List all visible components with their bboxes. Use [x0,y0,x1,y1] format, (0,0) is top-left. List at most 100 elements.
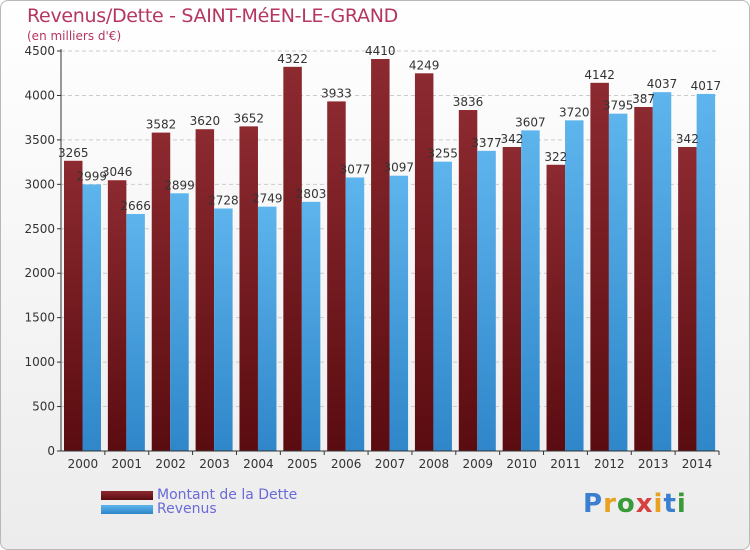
x-tick-label: 2013 [638,457,669,471]
bar-revenus [170,193,189,452]
bar-revenus [257,206,277,451]
bar-revenus [82,184,101,451]
y-tick-label: 2500 [24,222,55,236]
x-tick-label: 2012 [594,457,625,471]
x-tick-label: 2003 [199,457,230,471]
data-label-dette: 4142 [584,68,615,82]
bar-revenus [126,214,145,451]
data-label-dette: 3620 [190,114,221,128]
bar-dette [327,101,346,452]
bar-dette [371,59,390,451]
data-label-dette: 3265 [58,146,89,160]
logo-letter: i [653,489,664,519]
x-tick-label: 2005 [287,457,318,471]
data-label-revenus: 3607 [515,115,546,129]
data-label-revenus: 3255 [427,147,458,161]
legend-swatch-revenus [101,504,153,514]
x-tick-label: 2002 [155,457,186,471]
x-tick-label: 2010 [506,457,537,471]
data-label-dette: 3582 [146,118,177,132]
data-label-dette: 387 [632,92,655,106]
data-label-revenus: 2999 [76,169,107,183]
bar-revenus [214,208,233,451]
data-label-revenus: 3097 [384,161,415,175]
x-tick-label: 2004 [243,457,274,471]
legend-item-dette: Montant de la Dette [101,487,297,503]
data-label-revenus: 2749 [252,192,283,206]
bar-dette [107,180,127,451]
data-label-dette: 4249 [409,58,440,72]
bar-revenus [696,93,716,451]
legend-swatch-dette [101,490,153,500]
bar-dette [151,132,171,451]
y-tick-label: 3500 [24,133,55,147]
data-label-revenus: 3795 [603,99,634,113]
bar-dette [678,147,697,451]
y-tick-label: 2000 [24,266,55,280]
bar-revenus [345,177,365,451]
bar-revenus [477,150,496,452]
proxiti-logo: Proxiti [583,489,687,519]
bar-dette [283,66,302,452]
x-tick-label: 2009 [462,457,493,471]
data-label-dette: 322 [544,150,567,164]
data-label-dette: 4322 [277,52,308,66]
bar-dette [414,73,434,452]
bar-revenus [433,161,452,451]
y-tick-label: 1000 [24,355,55,369]
data-label-revenus: 2666 [120,199,151,213]
legend-item-revenus: Revenus [101,501,217,517]
data-label-revenus: 3720 [559,105,590,119]
x-tick-label: 2008 [419,457,450,471]
bar-dette [458,110,478,452]
bar-revenus [565,120,584,451]
y-tick-label: 1500 [24,311,55,325]
x-tick-label: 2006 [331,457,362,471]
data-label-revenus: 2899 [164,178,195,192]
x-tick-label: 2007 [375,457,406,471]
y-tick-label: 4500 [24,44,55,58]
bar-revenus [608,113,628,452]
bar-dette [546,164,566,451]
legend-label-revenus: Revenus [157,501,217,517]
data-label-revenus: 4017 [691,79,722,93]
y-tick-label: 0 [47,444,55,458]
logo-letter: r [603,489,617,519]
chart-subtitle: (en milliers d'€) [27,29,122,43]
logo-letter: t [663,489,677,519]
y-tick-label: 4000 [24,88,55,102]
bar-dette [64,160,83,451]
data-label-revenus: 2728 [208,194,239,208]
logo-letter: x [635,489,654,519]
data-label-revenus: 4037 [647,77,678,91]
data-label-revenus: 3077 [340,162,371,176]
x-tick-label: 2001 [112,457,143,471]
data-label-dette: 3836 [453,95,484,109]
bar-revenus [521,130,540,451]
bar-revenus [301,201,321,451]
data-label-dette: 342 [676,132,699,146]
bar-revenus [652,92,672,452]
data-label-dette: 3046 [102,165,133,179]
data-label-dette: 3652 [233,111,264,125]
logo-letter: o [616,489,636,519]
data-label-dette: 4410 [365,44,396,58]
y-tick-label: 500 [32,400,55,414]
data-label-dette: 3933 [321,86,352,100]
bar-revenus [389,175,409,451]
x-tick-label: 2011 [550,457,581,471]
y-tick-label: 3000 [24,177,55,191]
legend-label-dette: Montant de la Dette [157,487,298,503]
bar-dette [634,107,653,451]
logo-letter: P [583,489,604,519]
data-label-revenus: 3377 [471,136,502,150]
bar-dette [239,126,258,451]
data-label-revenus: 2803 [296,187,327,201]
data-label-dette: 342 [500,132,523,146]
chart-title: Revenus/Dette - SAINT-MéEN-LE-GRAND [27,5,398,27]
x-tick-label: 2014 [682,457,713,471]
logo-letter: i [676,489,687,519]
bar-dette [590,82,609,452]
